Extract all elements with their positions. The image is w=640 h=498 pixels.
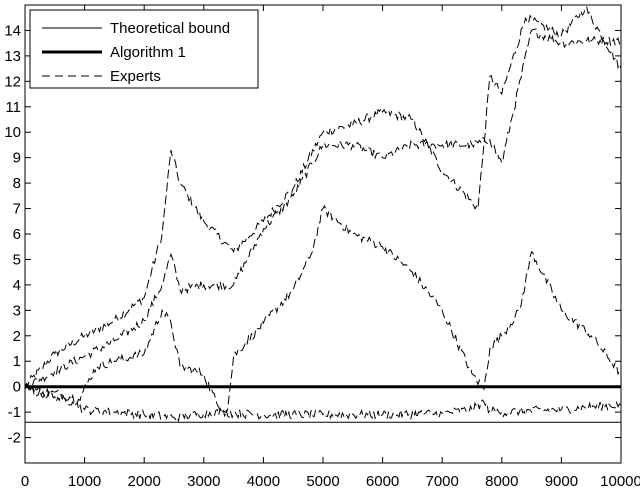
series-experts-2 xyxy=(24,6,622,387)
y-tick-label-9: 9 xyxy=(13,150,21,167)
series-layer xyxy=(24,6,622,423)
x-tick-label-2000: 2000 xyxy=(128,473,161,490)
y-tick-label-5: 5 xyxy=(13,251,21,268)
y-tick-label--1: -1 xyxy=(8,404,21,421)
y-tick-label-13: 13 xyxy=(4,48,21,65)
x-tick-label-0: 0 xyxy=(21,473,29,490)
x-tick-label-4000: 4000 xyxy=(247,473,280,490)
y-tick-label-3: 3 xyxy=(13,302,21,319)
y-tick-label-14: 14 xyxy=(4,22,21,39)
x-tick-label-10000: 10000 xyxy=(600,473,640,490)
legend-label-algorithm-1: Algorithm 1 xyxy=(110,44,186,61)
y-tick-label-7: 7 xyxy=(13,201,21,218)
legend-box xyxy=(29,9,259,89)
series-experts-4 xyxy=(24,204,622,414)
y-tick-label-2: 2 xyxy=(13,328,21,345)
x-tick-label-1000: 1000 xyxy=(68,473,101,490)
y-tick-label-4: 4 xyxy=(13,277,21,294)
series-experts-3 xyxy=(24,28,622,390)
legend: Theoretical bound Algorithm 1 Experts xyxy=(29,9,259,89)
x-tick-label-3000: 3000 xyxy=(187,473,220,490)
x-tick-label-8000: 8000 xyxy=(485,473,518,490)
y-tick-label-10: 10 xyxy=(4,124,21,141)
y-tick-label-1: 1 xyxy=(13,353,21,370)
y-tick-label-8: 8 xyxy=(13,175,21,192)
x-tick-label-6000: 6000 xyxy=(366,473,399,490)
y-tick-label--2: -2 xyxy=(8,430,21,447)
y-tick-label-12: 12 xyxy=(4,73,21,90)
legend-label-theoretical-bound: Theoretical bound xyxy=(110,20,230,37)
x-tick-label-5000: 5000 xyxy=(306,473,339,490)
x-tick-label-7000: 7000 xyxy=(426,473,459,490)
legend-label-experts: Experts xyxy=(110,68,161,85)
y-tick-label-11: 11 xyxy=(5,99,21,116)
x-tick-label-9000: 9000 xyxy=(545,473,578,490)
ticks-layer: 0 1000 2000 3000 4000 5000 6000 7000 8000 9000 100… xyxy=(4,5,640,490)
y-tick-label-6: 6 xyxy=(13,226,21,243)
series-experts-5 xyxy=(24,385,622,423)
y-tick-label-0: 0 xyxy=(13,379,21,396)
